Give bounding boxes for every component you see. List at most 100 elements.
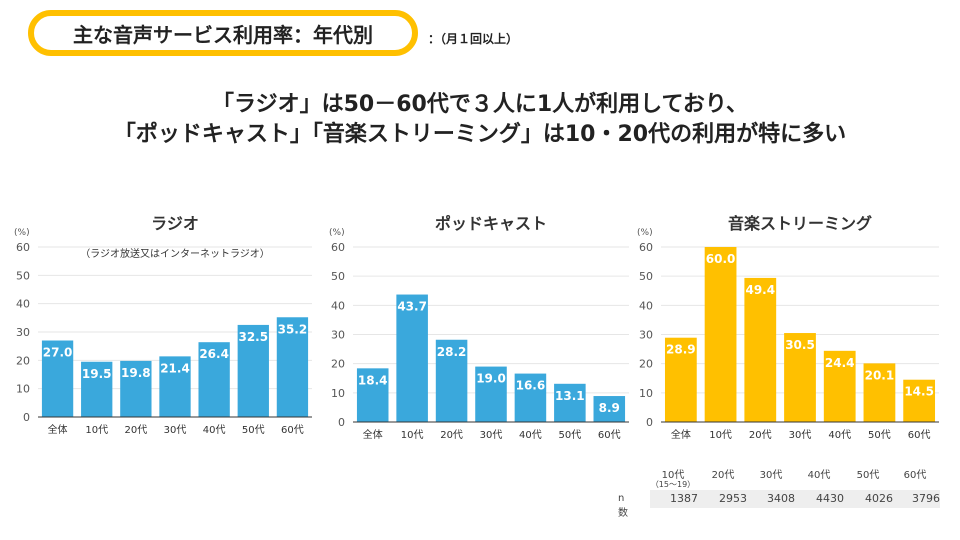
y-tick-label: 30 [16, 326, 30, 339]
x-tick-label: 60代 [908, 429, 931, 441]
x-tick-label: 50代 [558, 429, 581, 441]
y-tick-label: 0 [338, 416, 345, 429]
bar [198, 342, 230, 417]
data-label: 28.9 [666, 343, 696, 357]
n-header: 20代 [711, 470, 735, 481]
y-unit-label: (%) [14, 228, 30, 238]
n-header: 60代 [903, 470, 927, 481]
x-tick-label: 30代 [164, 424, 187, 436]
data-label: 8.9 [599, 401, 620, 415]
page-title: 主な音声サービス利用率：年代別 [73, 22, 373, 47]
data-label: 24.4 [825, 356, 855, 370]
y-tick-label: 60 [331, 241, 345, 254]
y-tick-label: 50 [639, 270, 653, 283]
chart-podcast: ポッドキャスト (%) 0 10 20 30 40 50 60 18.4 全体 43.7 10代 28.2… [329, 214, 629, 441]
data-label: 60.0 [706, 252, 736, 266]
y-tick-label: 40 [639, 299, 653, 312]
bar [554, 383, 586, 422]
n-header: 40代 [807, 470, 831, 481]
x-tick-label: 10代 [401, 429, 424, 441]
data-label: 49.4 [745, 283, 775, 297]
x-tick-label: 40代 [519, 429, 542, 441]
bar [435, 339, 468, 422]
data-label: 28.2 [437, 345, 467, 359]
x-tick-label: 10代 [85, 424, 108, 436]
x-tick-label: 20代 [440, 429, 463, 441]
data-label: 32.5 [238, 330, 268, 344]
x-tick-label: 50代 [868, 429, 891, 441]
y-tick-label: 60 [16, 241, 30, 254]
x-tick-label: 60代 [281, 424, 304, 436]
x-tick-label: 60代 [598, 429, 621, 441]
x-tick-label: 40代 [203, 424, 226, 436]
x-tick-label: 30代 [789, 429, 812, 441]
x-tick-label: 全体 [671, 428, 691, 441]
bar [120, 360, 152, 417]
data-label: 43.7 [397, 300, 427, 314]
n-value: 2953 [719, 492, 747, 505]
y-tick-label: 50 [16, 269, 30, 282]
chart-title: ポッドキャスト [435, 214, 547, 233]
y-tick-label: 50 [331, 270, 345, 283]
data-label: 26.4 [199, 347, 229, 361]
y-tick-label: 10 [16, 383, 30, 396]
n-row-bg [650, 490, 940, 508]
y-tick-label: 10 [331, 387, 345, 400]
n-header: 10代 [661, 470, 685, 481]
bar [823, 350, 856, 422]
bar [593, 396, 626, 422]
bar [159, 356, 191, 417]
title-pill: 主な音声サービス利用率：年代別 [28, 10, 418, 56]
bar [863, 363, 896, 422]
bar [664, 337, 697, 422]
n-header: 50代 [856, 470, 880, 481]
chart-radio: ラジオ (%) （ラジオ放送又はインターネットラジオ） 0 10 20 30 40 50 60 27… [14, 214, 312, 436]
bar [903, 379, 936, 422]
bar [514, 373, 547, 422]
bar [237, 324, 269, 417]
n-value: 4430 [816, 492, 844, 505]
x-tick-label: 40代 [828, 429, 851, 441]
bar [396, 294, 428, 422]
headline-line2: 「ポッドキャスト」「音楽ストリーミング」は10・20代の利用が特に多い [113, 122, 847, 147]
bar [784, 333, 816, 422]
data-label: 19.5 [82, 367, 112, 381]
x-tick-label: 10代 [709, 429, 732, 441]
headline-line1: 「ラジオ」は50－60代で３人に1人が利用しており、 [212, 92, 748, 117]
bar [475, 366, 507, 422]
n-value: 3796 [912, 492, 940, 505]
x-tick-label: 20代 [749, 429, 772, 441]
bar [81, 361, 113, 417]
chart-music-streaming: 音楽ストリーミング (%) 0 10 20 30 40 50 60 28.9 全体 60.0 10代 49… [637, 214, 939, 441]
y-tick-label: 30 [331, 329, 345, 342]
n-value: 3408 [767, 492, 795, 505]
x-tick-label: 全体 [48, 423, 68, 436]
bar [276, 317, 309, 417]
data-label: 20.1 [865, 368, 895, 382]
data-label: 21.4 [160, 361, 190, 375]
y-tick-label: 40 [16, 298, 30, 311]
y-tick-label: 60 [639, 241, 653, 254]
x-tick-label: 30代 [480, 429, 503, 441]
y-tick-label: 30 [639, 329, 653, 342]
bar [41, 340, 74, 417]
y-tick-label: 10 [639, 387, 653, 400]
y-tick-label: 20 [16, 354, 30, 367]
x-tick-label: 50代 [242, 424, 265, 436]
n-value: 1387 [670, 492, 698, 505]
data-label: 35.2 [278, 322, 308, 336]
y-tick-label: 0 [646, 416, 653, 429]
x-tick-label: 全体 [363, 428, 383, 441]
y-tick-label: 40 [331, 299, 345, 312]
bar [744, 277, 777, 422]
x-tick-label: 20代 [124, 424, 147, 436]
headline: 「ラジオ」は50－60代で３人に1人が利用しており、 「ポッドキャスト」「音楽ス… [0, 90, 960, 150]
bar [704, 247, 737, 422]
y-unit-label: (%) [329, 228, 345, 238]
n-subnote: （15～19） [650, 480, 696, 489]
data-label: 14.5 [904, 385, 934, 399]
y-tick-label: 20 [331, 358, 345, 371]
n-value: 4026 [865, 492, 893, 505]
data-label: 30.5 [785, 338, 815, 352]
y-tick-label: 0 [23, 411, 30, 424]
